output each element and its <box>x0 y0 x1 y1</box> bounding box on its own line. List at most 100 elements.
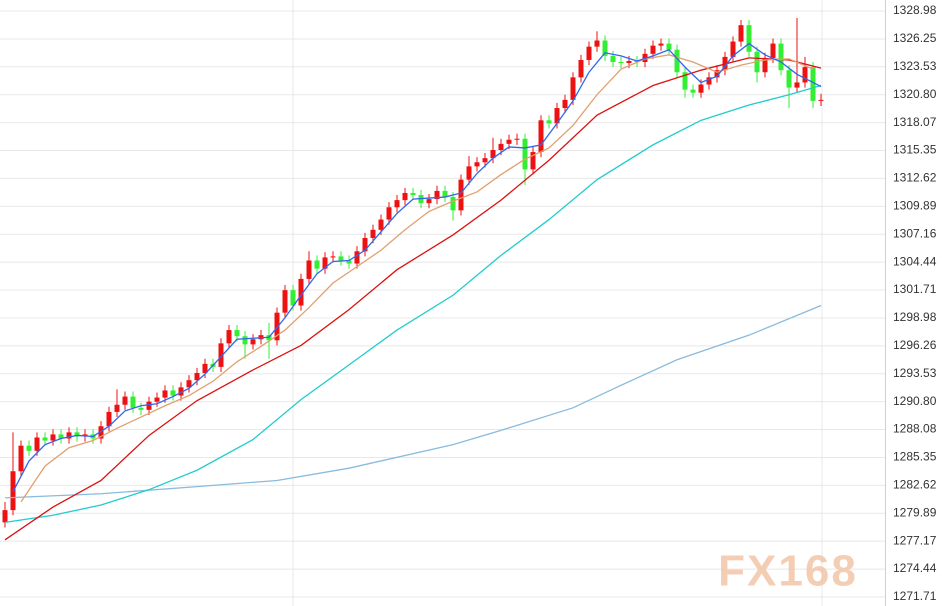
candle-body <box>330 256 336 258</box>
y-tick-label: 1293.53 <box>893 366 937 380</box>
candle-body <box>458 179 464 211</box>
y-tick-label: 1307.16 <box>893 226 937 240</box>
candle-body <box>690 89 696 93</box>
candle-body <box>26 445 32 451</box>
candle-body <box>218 343 224 367</box>
y-tick-label: 1328.98 <box>893 3 937 17</box>
candle-body <box>770 43 776 58</box>
candle-body <box>98 426 104 439</box>
watermark: FX168 <box>718 547 858 596</box>
candle-body <box>738 25 744 42</box>
candle-body <box>346 260 352 264</box>
moving-average <box>12 42 822 493</box>
marks <box>2 18 824 541</box>
moving-average <box>20 54 814 503</box>
candle-body <box>114 404 120 412</box>
candle-body <box>378 219 384 230</box>
y-tick-label: 1277.17 <box>893 533 937 547</box>
candle-body <box>122 396 128 405</box>
candle-body <box>354 251 360 264</box>
y-tick-label: 1312.62 <box>893 171 937 185</box>
candle-body <box>594 40 600 47</box>
candle-body <box>434 190 440 200</box>
candle-body <box>522 138 528 170</box>
candle-body <box>514 138 520 140</box>
candle-body <box>610 55 616 63</box>
candle-body <box>698 84 704 93</box>
candle-body <box>498 143 504 150</box>
candle-body <box>290 290 296 306</box>
candle-body <box>186 380 192 388</box>
candle-body <box>306 260 312 279</box>
y-tick-label: 1298.98 <box>893 310 937 324</box>
candle-body <box>402 192 408 201</box>
candle-body <box>194 373 200 381</box>
candle-body <box>778 43 784 71</box>
y-tick-label: 1271.71 <box>893 589 937 603</box>
candle-body <box>682 72 688 90</box>
candle-body <box>626 60 632 64</box>
candle-body <box>322 257 328 269</box>
candle-body <box>170 390 176 396</box>
candle-body <box>394 200 400 208</box>
grid <box>0 10 885 598</box>
candle-body <box>426 199 432 204</box>
candle-body <box>474 162 480 167</box>
candle-body <box>242 336 248 345</box>
candle-body <box>58 434 64 439</box>
candle-body <box>506 139 512 144</box>
candle-body <box>298 278 304 306</box>
candle-body <box>138 407 144 410</box>
candle-body <box>810 67 816 101</box>
candle-body <box>162 390 168 398</box>
candle-body <box>146 401 152 410</box>
y-tick-label: 1304.44 <box>893 254 937 268</box>
candle-body <box>818 99 824 101</box>
candle-body <box>250 339 256 345</box>
candle-body <box>226 330 232 344</box>
candle-body <box>794 82 800 88</box>
moving-average <box>4 84 822 524</box>
candle-body <box>578 59 584 78</box>
candle-body <box>586 46 592 60</box>
candle-body <box>362 237 368 252</box>
candle-body <box>74 432 80 437</box>
candle-body <box>802 67 808 83</box>
candle-body <box>706 77 712 85</box>
candle-body <box>666 43 672 50</box>
candle-body <box>730 41 736 57</box>
y-tick-label: 1318.07 <box>893 115 937 129</box>
candle-body <box>570 77 576 100</box>
candle-body <box>282 290 288 313</box>
y-tick-label: 1323.53 <box>893 59 937 73</box>
y-tick-label: 1320.80 <box>893 87 937 101</box>
candle-body <box>674 49 680 73</box>
y-tick-label: 1296.26 <box>893 338 937 352</box>
y-tick-label: 1285.35 <box>893 450 937 464</box>
candle-body <box>338 256 344 261</box>
candle-body <box>786 70 792 88</box>
candle-body <box>562 99 568 109</box>
candle-body <box>530 152 536 170</box>
y-tick-label: 1282.62 <box>893 478 937 492</box>
candle-body <box>450 197 456 211</box>
candle-body <box>42 437 48 441</box>
candle-body <box>546 120 552 124</box>
candle-body <box>650 45 656 54</box>
candle-body <box>602 40 608 56</box>
candle-body <box>410 192 416 196</box>
candle-body <box>66 432 72 439</box>
y-tick-label: 1279.89 <box>893 505 937 519</box>
candle-body <box>2 510 8 523</box>
candle-body <box>490 149 496 159</box>
y-tick-label: 1309.89 <box>893 199 937 213</box>
candle-body <box>106 411 112 427</box>
candle-body <box>482 158 488 163</box>
moving-average <box>4 57 822 541</box>
candle-body <box>554 108 560 124</box>
candle-body <box>714 70 720 78</box>
y-tick-label: 1315.35 <box>893 143 937 157</box>
candle-body <box>18 445 24 472</box>
candle-body <box>34 437 40 451</box>
